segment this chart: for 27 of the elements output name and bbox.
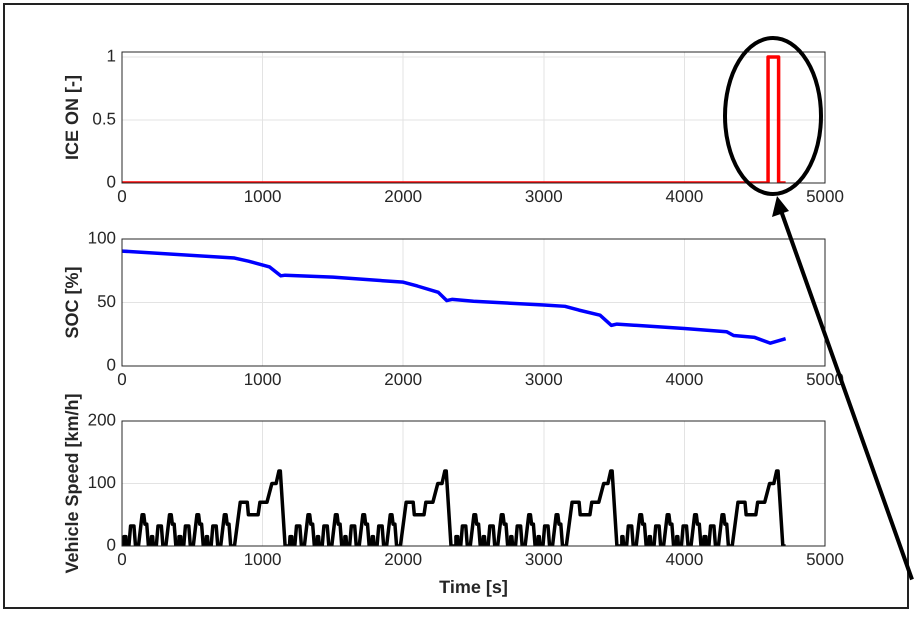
x-tick-label: 2000 [384,370,422,389]
x-tick-label: 3000 [524,186,563,206]
x-tick-label: 2000 [384,550,422,569]
y-tick-label: 0 [106,536,116,555]
x-tick-label: 3000 [524,550,563,569]
x-tick-label: 4000 [665,550,704,569]
x-tick-label: 1000 [244,550,282,569]
y-tick-label: 0 [106,356,116,375]
y-tick-label: 100 [88,228,116,248]
y-axis-title: SOC [%] [62,266,82,338]
x-tick-label: 5000 [806,186,844,206]
x-tick-label: 1000 [244,370,282,389]
y-tick-label: 100 [88,473,116,492]
y-tick-label: 0 [106,172,116,192]
x-tick-label: 4000 [665,186,704,206]
y-axis-title: Vehicle Speed [km/h] [62,393,82,574]
y-tick-label: 1 [106,46,116,66]
x-tick-label: 2000 [384,186,422,206]
x-tick-label: 4000 [665,370,704,389]
x-tick-label: 5000 [806,550,844,569]
x-tick-label: 1000 [244,186,282,206]
y-tick-label: 200 [88,410,116,430]
y-tick-label: 0.5 [92,110,116,129]
x-tick-label: 3000 [524,370,563,389]
y-axis-title: ICE ON [-] [62,75,82,160]
y-tick-label: 50 [97,292,116,312]
x-axis-title: Time [s] [439,577,508,598]
